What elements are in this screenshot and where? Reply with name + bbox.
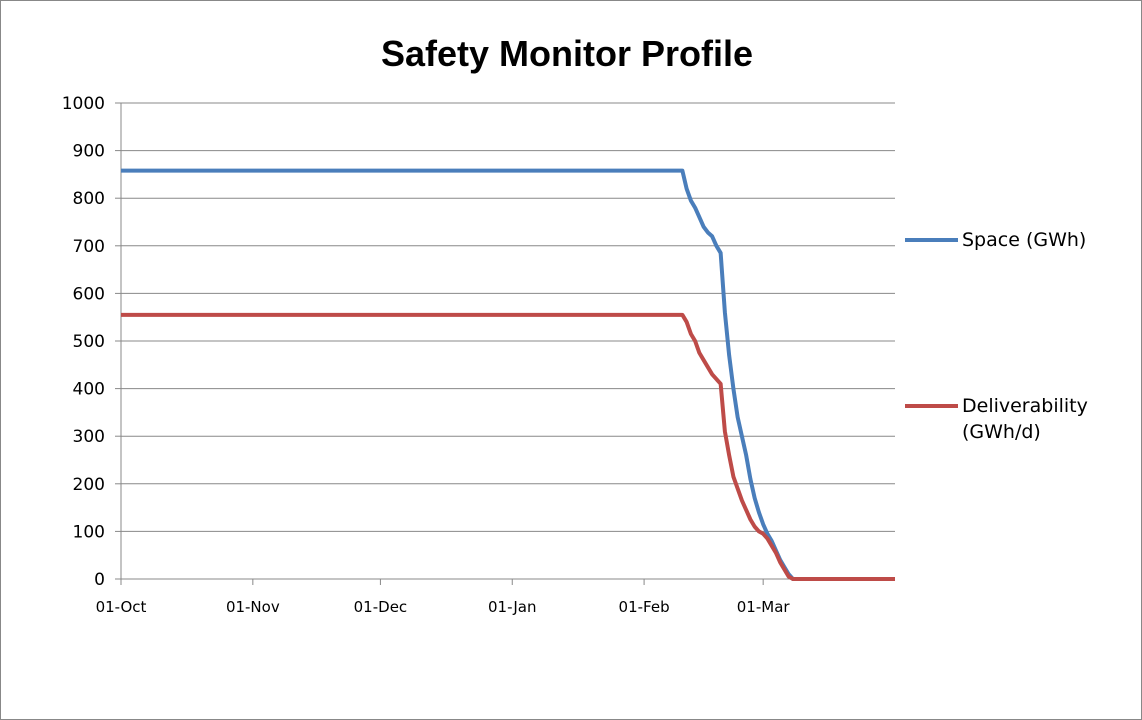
x-tick-label: 01-Feb (619, 598, 670, 616)
y-tick-label: 400 (73, 380, 105, 400)
y-tick-label: 200 (73, 475, 105, 495)
y-tick-label: 700 (73, 237, 105, 257)
x-tick-label: 01-Dec (354, 598, 408, 616)
y-tick-label: 500 (73, 332, 105, 352)
y-tick-label: 300 (73, 427, 105, 447)
x-tick-label: 01-Jan (488, 598, 536, 616)
x-tick-label: 01-Nov (226, 598, 280, 616)
chart-title: Safety Monitor Profile (381, 33, 753, 74)
y-tick-label: 900 (73, 142, 105, 162)
x-tick-label: 01-Mar (737, 598, 791, 616)
y-tick-label: 100 (73, 522, 105, 542)
legend-label: Deliverability (GWh/d) (962, 395, 1088, 443)
legend-label: Space (GWh) (962, 229, 1087, 251)
x-tick-label: 01-Oct (96, 598, 147, 616)
y-tick-label: 600 (73, 284, 105, 304)
y-tick-label: 800 (73, 189, 105, 209)
y-tick-label: 0 (94, 570, 105, 590)
y-tick-label: 1000 (62, 94, 105, 114)
line-series (121, 312, 895, 581)
